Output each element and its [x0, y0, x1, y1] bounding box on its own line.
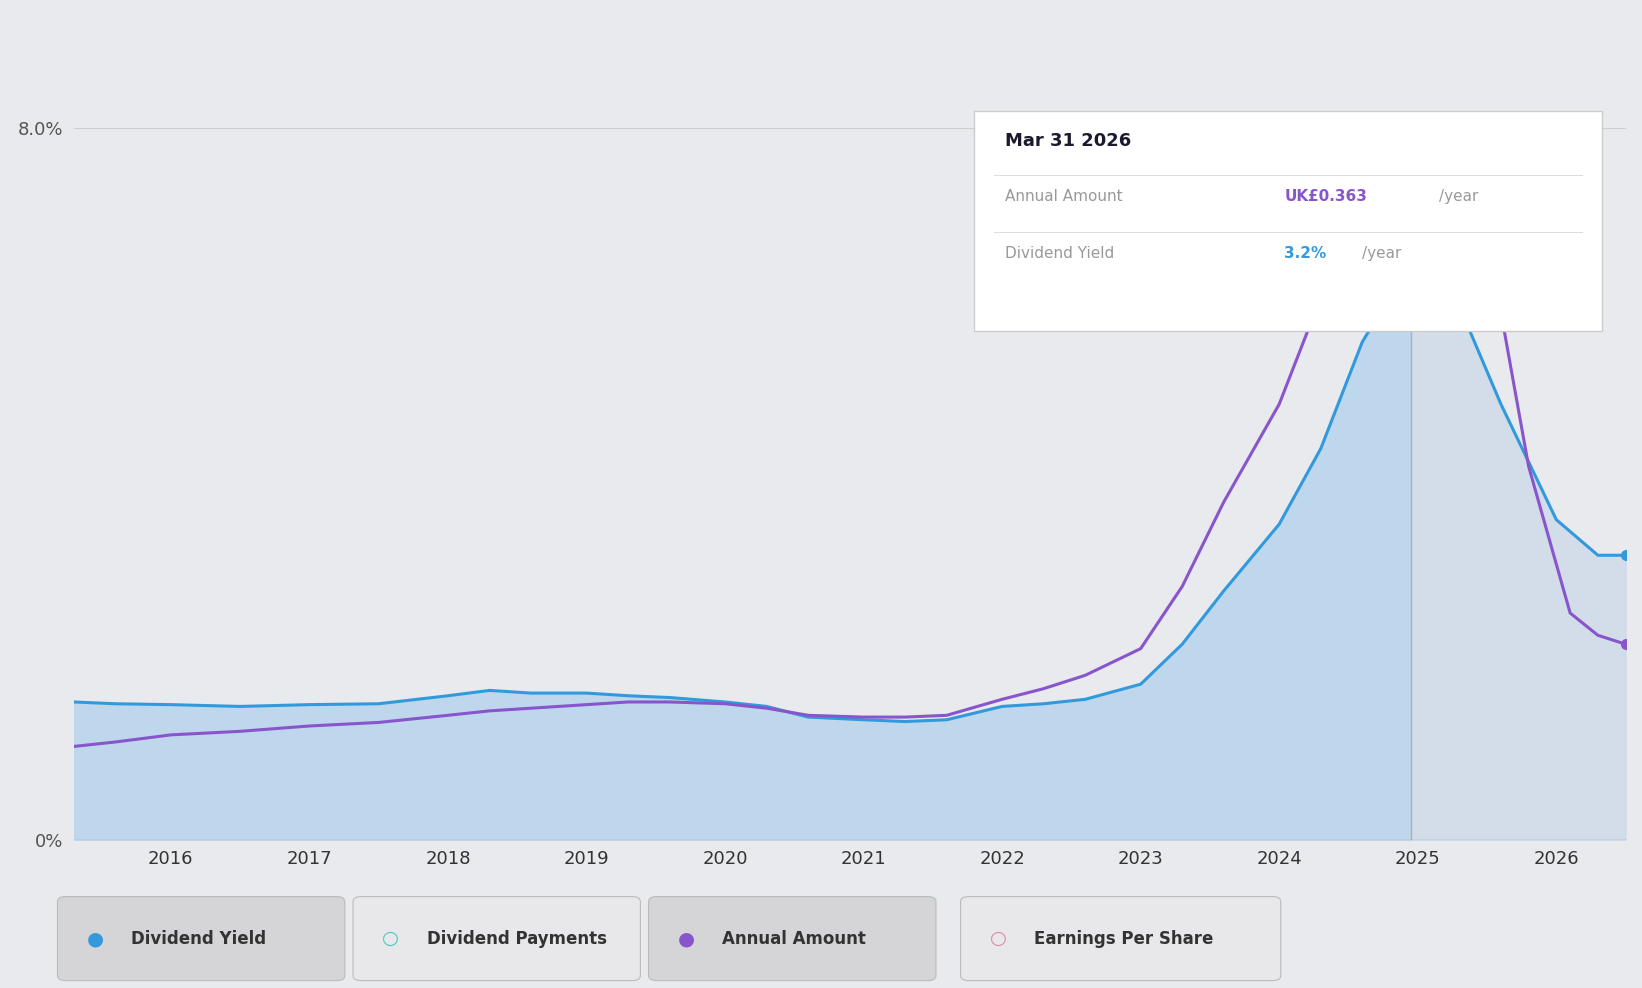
- Text: /year: /year: [1361, 246, 1401, 261]
- Text: /year: /year: [1440, 189, 1479, 204]
- Text: ○: ○: [383, 929, 399, 948]
- Text: Dividend Payments: Dividend Payments: [427, 930, 608, 947]
- Text: ○: ○: [990, 929, 1007, 948]
- Text: Annual Amount: Annual Amount: [1005, 189, 1123, 204]
- Text: 3.2%: 3.2%: [1284, 246, 1327, 261]
- Text: UK£0.363: UK£0.363: [1284, 189, 1368, 204]
- Text: Dividend Yield: Dividend Yield: [1005, 246, 1115, 261]
- Text: Earnings Per Share: Earnings Per Share: [1034, 930, 1213, 947]
- Text: Mar 31 2026: Mar 31 2026: [1005, 132, 1131, 150]
- FancyBboxPatch shape: [974, 111, 1603, 331]
- Text: Annual Amount: Annual Amount: [722, 930, 867, 947]
- Text: Analysts F: Analysts F: [1422, 178, 1501, 193]
- Text: ●: ●: [87, 929, 103, 948]
- Text: Dividend Yield: Dividend Yield: [131, 930, 266, 947]
- Text: ●: ●: [678, 929, 695, 948]
- Text: Past: Past: [1368, 178, 1399, 193]
